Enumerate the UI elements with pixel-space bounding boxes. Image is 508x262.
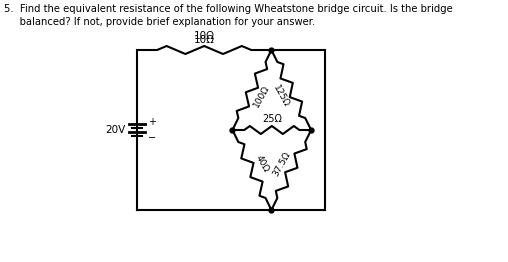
Text: 10Ω: 10Ω (194, 35, 215, 45)
Text: 25Ω: 25Ω (262, 114, 282, 124)
Text: balanced? If not, provide brief explanation for your answer.: balanced? If not, provide brief explanat… (5, 17, 315, 27)
Text: 10Ω: 10Ω (194, 31, 215, 41)
Text: 100Ω: 100Ω (252, 84, 272, 109)
Text: 5.  Find the equivalent resistance of the following Wheatstone bridge circuit. I: 5. Find the equivalent resistance of the… (5, 4, 453, 14)
Text: −: − (148, 133, 156, 143)
Text: 125Ω: 125Ω (271, 84, 291, 109)
Text: 40Ω: 40Ω (253, 154, 270, 174)
Text: 37.5Ω: 37.5Ω (271, 150, 292, 178)
Text: 20V: 20V (105, 125, 125, 135)
Text: +: + (148, 117, 155, 127)
